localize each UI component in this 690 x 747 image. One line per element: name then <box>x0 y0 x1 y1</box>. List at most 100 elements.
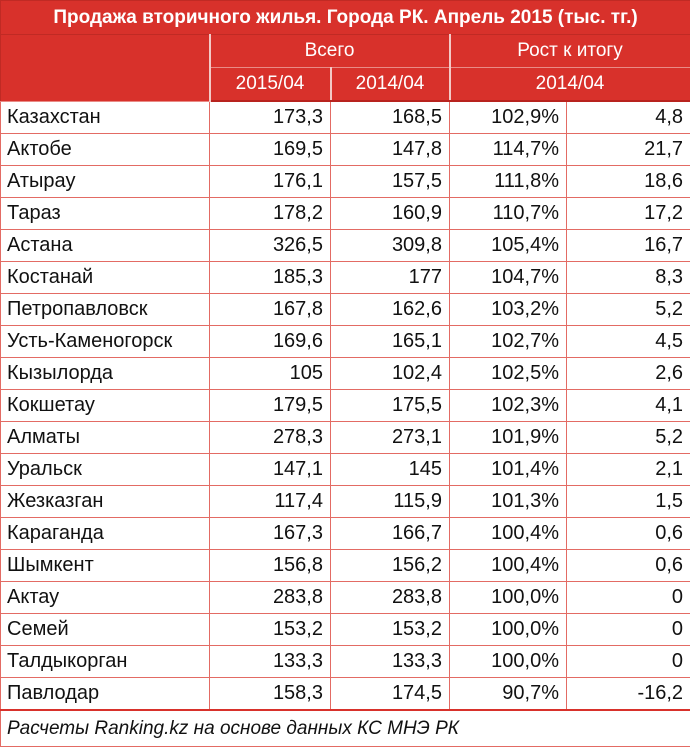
cell-value-2015: 167,8 <box>210 294 331 326</box>
table-title: Продажа вторичного жилья. Города РК. Апр… <box>1 1 690 35</box>
cell-value-2014: 283,8 <box>331 582 450 614</box>
cell-value-2015: 176,1 <box>210 166 331 198</box>
cell-value-2015: 169,5 <box>210 134 331 166</box>
cell-value-2015: 185,3 <box>210 262 331 294</box>
cell-growth-percent: 111,8% <box>450 166 567 198</box>
cell-city: Усть-Каменогорск <box>1 326 210 358</box>
cell-growth-percent: 101,4% <box>450 454 567 486</box>
cell-growth-percent: 102,9% <box>450 101 567 134</box>
cell-growth-diff: 8,3 <box>567 262 690 294</box>
cell-growth-diff: 18,6 <box>567 166 690 198</box>
cell-value-2015: 105 <box>210 358 331 390</box>
cell-value-2014: 177 <box>331 262 450 294</box>
cell-value-2014: 153,2 <box>331 614 450 646</box>
header-city-blank <box>1 35 210 102</box>
cell-growth-diff: 0,6 <box>567 518 690 550</box>
cell-value-2014: 156,2 <box>331 550 450 582</box>
cell-value-2015: 326,5 <box>210 230 331 262</box>
cell-value-2015: 179,5 <box>210 390 331 422</box>
header-group-row: Всего Рост к итогу <box>1 35 690 68</box>
cell-growth-percent: 100,4% <box>450 550 567 582</box>
cell-growth-percent: 102,7% <box>450 326 567 358</box>
cell-growth-diff: 4,1 <box>567 390 690 422</box>
cell-city: Костанай <box>1 262 210 294</box>
cell-growth-diff: 0 <box>567 614 690 646</box>
cell-value-2014: 147,8 <box>331 134 450 166</box>
cell-growth-diff: 0,6 <box>567 550 690 582</box>
header-col-2014: 2014/04 <box>331 68 450 102</box>
cell-city: Атырау <box>1 166 210 198</box>
cell-value-2014: 133,3 <box>331 646 450 678</box>
title-row: Продажа вторичного жилья. Города РК. Апр… <box>1 1 690 35</box>
cell-value-2014: 115,9 <box>331 486 450 518</box>
cell-value-2015: 153,2 <box>210 614 331 646</box>
cell-city: Кокшетау <box>1 390 210 422</box>
cell-growth-diff: 2,6 <box>567 358 690 390</box>
cell-value-2014: 273,1 <box>331 422 450 454</box>
cell-growth-diff: 0 <box>567 582 690 614</box>
footer-row: Расчеты Ranking.kz на основе данных КС М… <box>1 710 690 747</box>
cell-value-2015: 173,3 <box>210 101 331 134</box>
cell-value-2014: 102,4 <box>331 358 450 390</box>
cell-growth-percent: 104,7% <box>450 262 567 294</box>
cell-city: Алматы <box>1 422 210 454</box>
source-note: Расчеты Ranking.kz на основе данных КС М… <box>1 710 690 747</box>
cell-growth-diff: 21,7 <box>567 134 690 166</box>
cell-value-2014: 168,5 <box>331 101 450 134</box>
cell-growth-percent: 100,0% <box>450 614 567 646</box>
cell-growth-percent: 100,4% <box>450 518 567 550</box>
cell-growth-percent: 114,7% <box>450 134 567 166</box>
cell-city: Жезказган <box>1 486 210 518</box>
cell-city: Талдыкорган <box>1 646 210 678</box>
cell-growth-percent: 100,0% <box>450 582 567 614</box>
cell-value-2014: 175,5 <box>331 390 450 422</box>
cell-city: Павлодар <box>1 678 210 711</box>
cell-growth-diff: 0 <box>567 646 690 678</box>
cell-growth-diff: 17,2 <box>567 198 690 230</box>
cell-growth-diff: -16,2 <box>567 678 690 711</box>
header-col-2015: 2015/04 <box>210 68 331 102</box>
cell-growth-percent: 101,3% <box>450 486 567 518</box>
cell-growth-diff: 1,5 <box>567 486 690 518</box>
cell-growth-diff: 2,1 <box>567 454 690 486</box>
cell-value-2015: 169,6 <box>210 326 331 358</box>
cell-city: Уральск <box>1 454 210 486</box>
cell-city: Актау <box>1 582 210 614</box>
cell-city: Петропавловск <box>1 294 210 326</box>
cell-value-2015: 117,4 <box>210 486 331 518</box>
cell-growth-percent: 102,3% <box>450 390 567 422</box>
cell-city: Кызылорда <box>1 358 210 390</box>
header-group-total: Всего <box>210 35 450 68</box>
cell-city: Астана <box>1 230 210 262</box>
cell-growth-diff: 4,5 <box>567 326 690 358</box>
cell-growth-percent: 105,4% <box>450 230 567 262</box>
cell-value-2015: 156,8 <box>210 550 331 582</box>
cell-growth-percent: 102,5% <box>450 358 567 390</box>
cell-city: Тараз <box>1 198 210 230</box>
cell-value-2014: 160,9 <box>331 198 450 230</box>
cell-value-2014: 165,1 <box>331 326 450 358</box>
cell-growth-percent: 100,0% <box>450 646 567 678</box>
